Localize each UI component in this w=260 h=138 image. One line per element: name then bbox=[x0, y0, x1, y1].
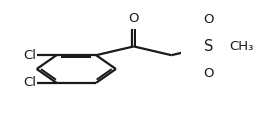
Text: Cl: Cl bbox=[23, 49, 36, 62]
Text: O: O bbox=[128, 12, 139, 25]
Text: O: O bbox=[204, 13, 214, 26]
Text: O: O bbox=[204, 67, 214, 80]
Text: Cl: Cl bbox=[23, 76, 36, 89]
Text: S: S bbox=[204, 39, 214, 54]
Text: CH₃: CH₃ bbox=[229, 40, 254, 53]
